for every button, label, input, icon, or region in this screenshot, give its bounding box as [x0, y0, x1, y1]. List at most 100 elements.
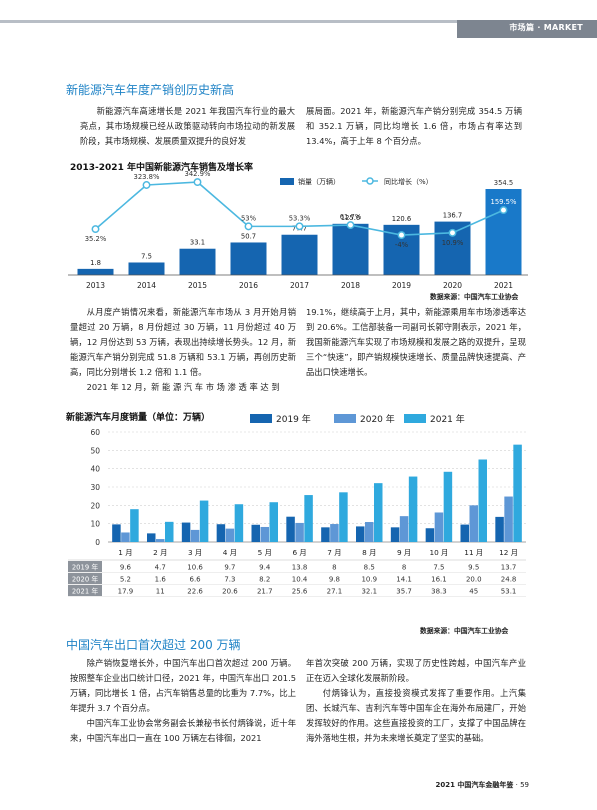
table-cell-value: 21.7: [257, 588, 273, 596]
month-tick-label: 12 月: [499, 548, 518, 557]
middle-right-column: 19.1%，继续高于上月，其中，新能源乘用车市场渗透率达到 20.6%。工信部装…: [306, 305, 526, 380]
annual-sales-bar: [332, 223, 369, 275]
chart1-legend: 销量（万辆） 同比增长（%）: [280, 177, 433, 186]
growth-rate-label: 61.7%: [340, 213, 362, 221]
y-tick-label: 30: [90, 483, 100, 492]
monthly-sales-bar: [130, 509, 139, 542]
year-tick-label: 2018: [341, 281, 360, 290]
table-cell-value: 10.4: [292, 576, 308, 584]
table-cell-value: 13.8: [292, 564, 308, 572]
table-cell-value: 10.9: [361, 576, 377, 584]
table-cell-value: 8.5: [364, 564, 375, 572]
table-cell-value: 16.1: [431, 576, 447, 584]
header-rule: [0, 20, 597, 23]
monthly-sales-bar: [425, 528, 435, 542]
legend-label: 2020 年: [360, 413, 395, 425]
export-right-text-2: 付炳锋认为，直接投资模式发挥了重要作用。上汽集团、长城汽车、吉利汽车等中国车企在…: [306, 688, 526, 743]
chart2-source: 数据来源：中国汽车工业协会: [420, 627, 509, 635]
growth-rate-point: [499, 206, 508, 215]
table-cell-value: 9.6: [120, 564, 132, 572]
y-tick-label: 60: [90, 428, 100, 437]
monthly-sales-bar: [216, 524, 226, 542]
growth-rate-point: [244, 222, 253, 231]
monthly-sales-bar: [495, 516, 504, 542]
table-row-label: 2021 年: [72, 587, 98, 596]
legend-label: 2021 年: [430, 413, 465, 425]
monthly-sales-bar: [304, 495, 313, 542]
table-cell-value: 38.3: [431, 588, 447, 596]
growth-rate-label: 323.8%: [134, 173, 160, 181]
month-tick-label: 4 月: [223, 548, 237, 557]
y-tick-label: 40: [90, 465, 100, 474]
growth-rate-point: [346, 221, 355, 229]
annual-sales-value-label: 136.7: [443, 212, 462, 220]
monthly-sales-bar: [460, 524, 469, 542]
monthly-sales-chart: 2019 年 2020 年 2021 年 0 10 20 30 40 50 60 1 月 2 月 3…: [68, 413, 526, 597]
section-label: 市场篇 · MARKET: [509, 23, 583, 32]
annual-sales-value-label: 120.6: [392, 215, 411, 223]
legend-swatch: [334, 414, 356, 423]
table-cell-value: 9.5: [468, 564, 479, 572]
legend-swatch: [250, 414, 272, 423]
month-tick-label: 6 月: [292, 548, 306, 557]
table-cell-value: 11: [156, 588, 165, 596]
annual-sales-value-label: 7.5: [141, 252, 152, 260]
table-cell-value: 1.6: [155, 576, 167, 584]
section-title-export: 中国汽车出口首次超过 200 万辆: [66, 638, 241, 652]
growth-rate-label: 53.3%: [289, 214, 311, 222]
export-left-text-2: 中国汽车工业协会常务副会长兼秘书长付炳锋说，近十年来，中国汽车出口一直在 100…: [70, 718, 296, 743]
annual-sales-value-label: 50.7: [241, 232, 256, 240]
monthly-sales-bar: [121, 532, 130, 542]
monthly-sales-bar: [112, 524, 121, 542]
annual-sales-bar: [281, 234, 318, 275]
legend-swatch: [404, 414, 426, 423]
month-tick-label: 7 月: [327, 548, 341, 557]
y-tick-label: 10: [90, 520, 100, 529]
page-number: · 59: [513, 781, 529, 789]
monthly-sales-bar: [513, 444, 522, 542]
month-tick-label: 3 月: [188, 548, 202, 557]
monthly-sales-bar: [408, 476, 418, 542]
year-tick-label: 2016: [239, 281, 258, 290]
table-cell-value: 35.7: [396, 588, 412, 596]
monthly-sales-bar: [147, 533, 156, 542]
monthly-sales-bar: [234, 504, 244, 542]
monthly-sales-bar: [504, 496, 513, 542]
annual-sales-value-label: 354.5: [494, 179, 513, 187]
month-tick-label: 10 月: [429, 548, 448, 557]
monthly-sales-bar: [225, 528, 235, 542]
table-cell-value: 10.6: [187, 564, 203, 572]
table-cell-value: 45: [469, 588, 478, 596]
page-footer: 2021 中国汽车金融年鉴 · 59: [435, 780, 529, 790]
monthly-sales-bar: [365, 522, 374, 542]
chart1-title: 2013-2021 年中国新能源汽车销售及增长率: [70, 163, 253, 173]
annual-sales-value-label: 1.8: [90, 259, 101, 267]
table-cell-value: 53.1: [501, 588, 517, 596]
monthly-sales-bar: [339, 492, 348, 542]
middle-left-column: 从月度产销情况来看，新能源汽车市场从 3 月开始月销量超过 20 万辆，8 月份…: [70, 305, 296, 395]
month-tick-label: 5 月: [258, 548, 272, 557]
monthly-sales-bar: [374, 483, 383, 542]
monthly-sales-bar: [181, 522, 191, 542]
chart2-title: 新能源汽车月度销量（单位：万辆）: [66, 413, 211, 423]
table-cell-value: 4.7: [155, 564, 166, 572]
monthly-sales-bar: [190, 529, 200, 542]
month-tick-label: 1 月: [118, 548, 132, 557]
monthly-sales-bar: [295, 522, 304, 542]
table-cell-value: 7.5: [433, 564, 444, 572]
growth-rate-point: [397, 231, 406, 240]
section-title-nev: 新能源汽车年度产销创历史新高: [66, 83, 235, 97]
monthly-sales-bar: [269, 502, 278, 542]
year-tick-label: 2019: [392, 281, 411, 290]
footer-title: 2021 中国汽车金融年鉴: [435, 781, 514, 789]
monthly-sales-bar: [434, 512, 444, 542]
y-tick-label: 0: [95, 538, 100, 547]
table-cell-value: 27.1: [327, 588, 343, 596]
growth-rate-label: 342.9%: [185, 170, 211, 178]
table-cell-value: 5.2: [120, 576, 131, 584]
year-tick-label: 2013: [86, 281, 105, 290]
year-tick-label: 2021: [494, 281, 513, 290]
year-tick-label: 2017: [290, 281, 309, 290]
growth-rate-label: 35.2%: [85, 235, 107, 243]
table-cell-value: 9.4: [259, 564, 271, 572]
